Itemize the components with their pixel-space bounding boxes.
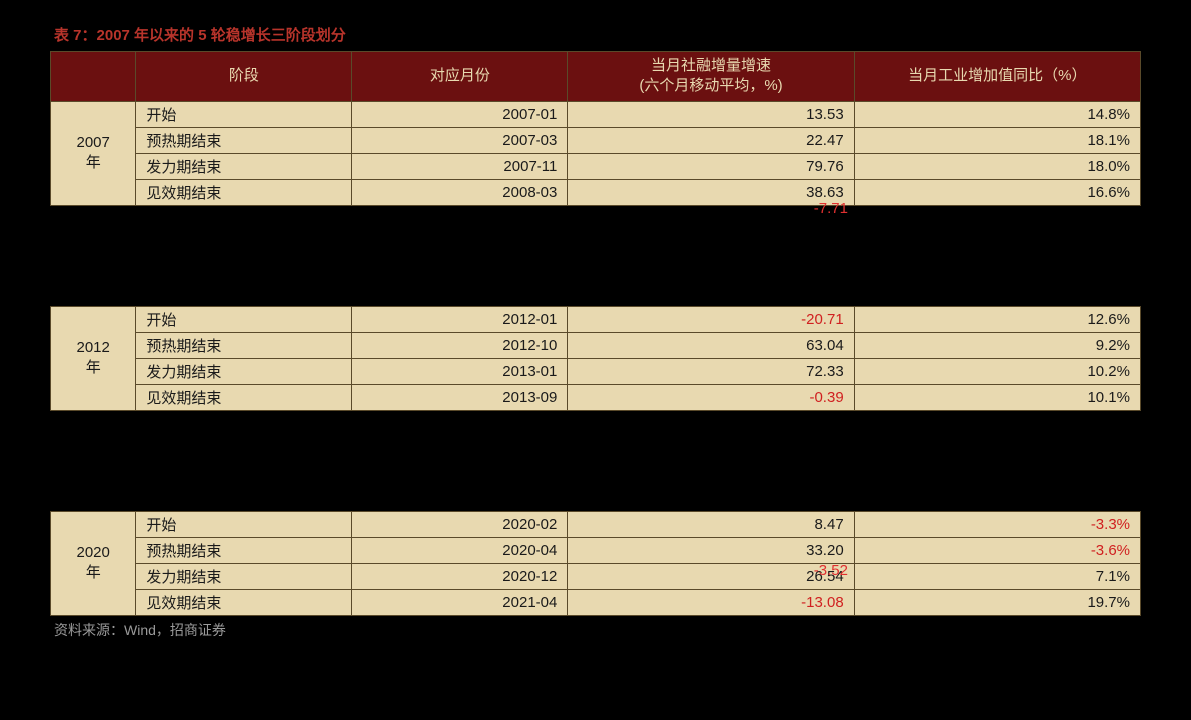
growth-cell: 79.76 bbox=[568, 153, 854, 179]
growth-cell: 8.47 bbox=[568, 511, 854, 537]
month-cell: 2013-01 bbox=[352, 358, 568, 384]
growth-cell: 33.20 bbox=[568, 537, 854, 563]
th-growth: 当月社融增量增速(六个月移动平均，%) bbox=[568, 52, 854, 102]
table-row: 发力期结束2007-1179.7618.0% bbox=[51, 153, 1141, 179]
year-cell: 2012年 bbox=[51, 306, 136, 410]
floating-value: -7.71 bbox=[814, 200, 848, 217]
th-month: 对应月份 bbox=[352, 52, 568, 102]
th-ind: 当月工业增加值同比（%） bbox=[854, 52, 1140, 102]
table-row: 2012年开始2012-01-20.7112.6% bbox=[51, 306, 1141, 332]
month-cell: 2008-03 bbox=[352, 179, 568, 205]
month-cell: 2020-04 bbox=[352, 537, 568, 563]
industrial-cell: 19.7% bbox=[854, 589, 1140, 615]
industrial-cell: 7.1% bbox=[854, 563, 1140, 589]
industrial-cell: -3.3% bbox=[854, 511, 1140, 537]
table-row: 预热期结束2007-0322.4718.1% bbox=[51, 127, 1141, 153]
industrial-cell: 12.6% bbox=[854, 306, 1140, 332]
table-row: 见效期结束2008-0338.6316.6% bbox=[51, 179, 1141, 205]
month-cell: 2012-10 bbox=[352, 332, 568, 358]
month-cell: 2013-09 bbox=[352, 384, 568, 410]
table-body: 2007年开始2007-0113.5314.8%预热期结束2007-0322.4… bbox=[51, 101, 1141, 615]
growth-cell: -20.71 bbox=[568, 306, 854, 332]
table-row: 预热期结束2012-1063.049.2% bbox=[51, 332, 1141, 358]
phase-cell: 预热期结束 bbox=[136, 127, 352, 153]
growth-cell: 38.63 bbox=[568, 179, 854, 205]
table-row: 2020年开始2020-028.47-3.3% bbox=[51, 511, 1141, 537]
phase-cell: 开始 bbox=[136, 511, 352, 537]
industrial-cell: 14.8% bbox=[854, 101, 1140, 127]
phase-cell: 开始 bbox=[136, 101, 352, 127]
year-cell: 2007年 bbox=[51, 101, 136, 205]
growth-cell: -13.08 bbox=[568, 589, 854, 615]
year-cell: 2020年 bbox=[51, 511, 136, 615]
month-cell: 2020-12 bbox=[352, 563, 568, 589]
table-row: 2007年开始2007-0113.5314.8% bbox=[51, 101, 1141, 127]
month-cell: 2007-11 bbox=[352, 153, 568, 179]
floating-value: -3.52 bbox=[814, 562, 848, 579]
month-cell: 2020-02 bbox=[352, 511, 568, 537]
growth-cell: 72.33 bbox=[568, 358, 854, 384]
growth-cell: 22.47 bbox=[568, 127, 854, 153]
growth-cell: 63.04 bbox=[568, 332, 854, 358]
growth-cell: 13.53 bbox=[568, 101, 854, 127]
table-row: 预热期结束2020-0433.20-3.6% bbox=[51, 537, 1141, 563]
industrial-cell: 16.6% bbox=[854, 179, 1140, 205]
industrial-cell: 10.1% bbox=[854, 384, 1140, 410]
industrial-cell: 18.0% bbox=[854, 153, 1140, 179]
phase-cell: 见效期结束 bbox=[136, 179, 352, 205]
industrial-cell: 18.1% bbox=[854, 127, 1140, 153]
table-row: 发力期结束2013-0172.3310.2% bbox=[51, 358, 1141, 384]
phase-cell: 预热期结束 bbox=[136, 332, 352, 358]
table-row: 发力期结束2020-1226.547.1% bbox=[51, 563, 1141, 589]
phase-cell: 发力期结束 bbox=[136, 153, 352, 179]
table-row: 见效期结束2021-04-13.0819.7% bbox=[51, 589, 1141, 615]
table-title: 表 7：2007 年以来的 5 轮稳增长三阶段划分 bbox=[54, 24, 1141, 45]
phase-cell: 见效期结束 bbox=[136, 384, 352, 410]
th-phase: 阶段 bbox=[136, 52, 352, 102]
phase-cell: 预热期结束 bbox=[136, 537, 352, 563]
phase-cell: 开始 bbox=[136, 306, 352, 332]
industrial-cell: 10.2% bbox=[854, 358, 1140, 384]
data-source: 资料来源：Wind，招商证券 bbox=[54, 620, 1141, 640]
phase-cell: 发力期结束 bbox=[136, 358, 352, 384]
growth-cell: 26.54 bbox=[568, 563, 854, 589]
th-year bbox=[51, 52, 136, 102]
month-cell: 2007-01 bbox=[352, 101, 568, 127]
month-cell: 2021-04 bbox=[352, 589, 568, 615]
growth-cell: -0.39 bbox=[568, 384, 854, 410]
table-row: 见效期结束2013-09-0.3910.1% bbox=[51, 384, 1141, 410]
industrial-cell: 9.2% bbox=[854, 332, 1140, 358]
table-header: 阶段 对应月份 当月社融增量增速(六个月移动平均，%) 当月工业增加值同比（%） bbox=[51, 52, 1141, 102]
industrial-cell: -3.6% bbox=[854, 537, 1140, 563]
phase-cell: 见效期结束 bbox=[136, 589, 352, 615]
month-cell: 2007-03 bbox=[352, 127, 568, 153]
phase-cell: 发力期结束 bbox=[136, 563, 352, 589]
stability-growth-table: 阶段 对应月份 当月社融增量增速(六个月移动平均，%) 当月工业增加值同比（%）… bbox=[50, 51, 1141, 616]
month-cell: 2012-01 bbox=[352, 306, 568, 332]
